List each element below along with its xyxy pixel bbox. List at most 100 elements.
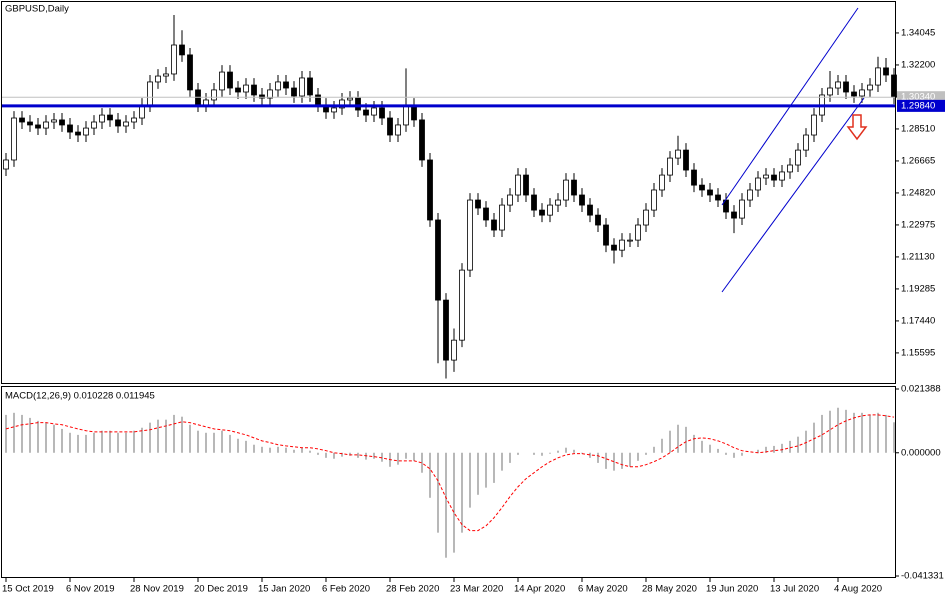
candle-body <box>579 194 585 206</box>
candle-body <box>179 44 185 56</box>
y-tick-label: 1.21130 <box>901 251 935 262</box>
candle-body <box>315 94 321 106</box>
candle-body <box>387 117 393 136</box>
current_price-label: 1.30340 <box>901 92 935 103</box>
candle-body <box>771 174 777 181</box>
y-tick-label: 1.17440 <box>901 315 935 326</box>
candle-body <box>187 54 193 91</box>
y-tick-label: 1.28510 <box>901 123 935 134</box>
x-tick-label: 4 Aug 2020 <box>834 584 882 595</box>
chart-title: GBPUSD,Daily <box>5 4 69 15</box>
candle-body <box>891 74 897 98</box>
macd-title: MACD(12,26,9) 0.010228 0.011945 <box>5 391 155 402</box>
candle-body <box>835 81 841 89</box>
x-tick-label: 6 Nov 2019 <box>66 584 115 595</box>
x-tick-label: 28 Feb 2020 <box>386 584 439 595</box>
candle-body <box>867 84 873 91</box>
candle-body <box>491 219 497 231</box>
candle-body <box>91 121 97 129</box>
candle-body <box>75 131 81 136</box>
candle-body <box>603 224 609 246</box>
candle-body <box>635 224 641 241</box>
y-tick-label: 1.26665 <box>901 155 935 166</box>
x-tick-label: 20 Dec 2019 <box>194 584 248 595</box>
candle-body <box>659 174 665 191</box>
candle-body <box>699 184 705 191</box>
candle-body <box>107 114 113 121</box>
candle-body <box>35 124 41 129</box>
candle-body <box>755 177 761 191</box>
candle-body <box>875 67 881 86</box>
x-tick-label: 19 Jun 2020 <box>706 584 758 595</box>
candle-body <box>883 67 889 76</box>
candle-body <box>235 87 241 93</box>
candle-body <box>19 117 25 123</box>
candle-body <box>227 71 233 89</box>
candle-body <box>811 114 817 136</box>
x-tick-label: 13 Jul 2020 <box>770 584 819 595</box>
y-tick-label: 1.22975 <box>901 219 935 230</box>
candle-body <box>779 171 785 181</box>
candle-body <box>83 127 89 136</box>
candle-body <box>211 89 217 101</box>
candle-body <box>675 149 681 159</box>
candle-body <box>691 169 697 186</box>
candle-body <box>243 84 249 93</box>
candle-body <box>275 81 281 91</box>
candle-body <box>451 339 457 361</box>
candle-body <box>51 119 57 123</box>
y-tick-label: 1.32200 <box>901 59 935 70</box>
candle-body <box>795 149 801 166</box>
candle-body <box>11 117 17 161</box>
candle-body <box>283 81 289 89</box>
candle-body <box>715 194 721 201</box>
candle-body <box>251 84 257 96</box>
x-tick-label: 15 Oct 2019 <box>2 584 54 595</box>
candle-body <box>459 269 465 341</box>
macd-panel <box>1 386 896 578</box>
candle-body <box>683 149 689 171</box>
x-tick-label: 15 Jan 2020 <box>258 584 310 595</box>
candle-body <box>859 89 865 97</box>
candle-body <box>507 194 513 206</box>
down-arrow <box>846 114 868 141</box>
candle-body <box>171 44 177 75</box>
candle-body <box>539 209 545 216</box>
y-tick-label: 1.24820 <box>901 187 935 198</box>
candle-body <box>307 77 313 96</box>
candle-body <box>403 104 409 126</box>
candle-body <box>395 124 401 136</box>
candle-body <box>763 174 769 179</box>
candle-body <box>515 174 521 196</box>
candle-body <box>379 107 385 119</box>
x-tick-label: 23 Mar 2020 <box>450 584 503 595</box>
candle-body <box>299 77 305 97</box>
candle-body <box>611 244 617 251</box>
candle-body <box>3 159 9 170</box>
candle-body <box>203 99 209 106</box>
x-tick-label: 6 Feb 2020 <box>322 584 370 595</box>
candle-body <box>347 97 353 101</box>
candle-body <box>371 107 377 116</box>
y-tick-label: 1.15595 <box>901 347 935 358</box>
candle-body <box>339 99 345 109</box>
candle-body <box>483 207 489 221</box>
y-tick-label: 0.021388 <box>901 384 941 395</box>
candle-body <box>131 117 137 123</box>
plot: 1.340451.322001.303551.285101.266651.248… <box>2 15 945 595</box>
candle-body <box>123 121 129 127</box>
candle-body <box>43 121 49 129</box>
candle-body <box>219 71 225 91</box>
candle-body <box>571 179 577 196</box>
candle-body <box>747 189 753 201</box>
candle-body <box>587 204 593 216</box>
channel-lower <box>721 97 865 293</box>
candle-body <box>667 157 673 176</box>
candle-body <box>707 189 713 196</box>
y-tick-label: 1.19285 <box>901 283 935 294</box>
y-tick-label: -0.041331 <box>901 571 944 582</box>
candle-body <box>595 214 601 226</box>
channel-upper <box>721 7 859 206</box>
candle-body <box>163 73 169 77</box>
level-label: 1.29840 <box>901 100 935 111</box>
